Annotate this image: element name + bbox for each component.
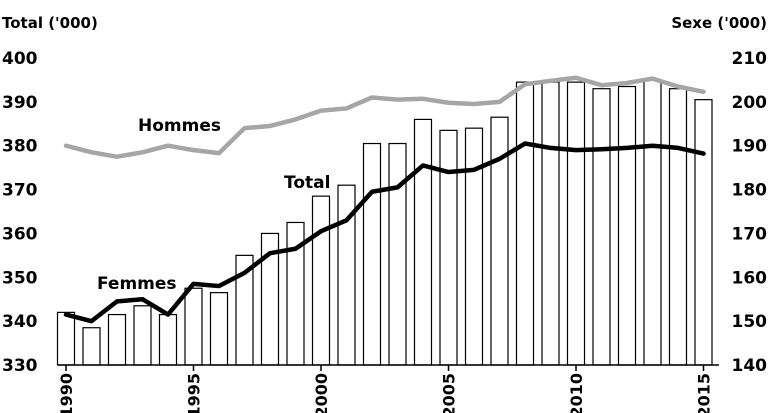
right-tick-label: 160: [732, 268, 768, 288]
left-tick-label: 380: [2, 137, 38, 157]
bar: [566, 81, 586, 366]
bar: [82, 327, 101, 366]
series-line-hommes: [63, 75, 706, 159]
bar: [56, 311, 76, 366]
bar: [362, 142, 382, 366]
x-tick-labels: 1990 1995 2000 2005 2010 2015: [57, 365, 714, 413]
bar: [184, 287, 203, 366]
series-label-femmes: Femmes: [97, 274, 177, 294]
bar: [388, 142, 407, 366]
left-tick-label: 330: [2, 356, 38, 376]
bar: [209, 292, 229, 366]
left-tick-label: 360: [2, 224, 38, 244]
right-tick-label: 190: [732, 137, 768, 157]
bar: [643, 79, 662, 366]
series-line-total: [63, 141, 706, 324]
bar: [541, 81, 560, 366]
x-tick-label: 1995: [185, 373, 204, 413]
right-tick-label: 150: [732, 312, 768, 332]
right-tick-labels: 140 150 160 170 180 190 200 210: [732, 49, 768, 376]
bar: [617, 85, 637, 366]
right-tick-label: 180: [732, 181, 768, 201]
right-tick-label: 200: [732, 93, 768, 113]
x-tick-label: 1990: [57, 373, 76, 413]
x-tick-label: 2015: [695, 373, 714, 413]
bar: [439, 129, 458, 366]
x-tick-label: 2005: [440, 373, 459, 413]
left-tick-labels: 330 340 350 360 370 380 390 400: [2, 49, 38, 376]
bar: [158, 313, 178, 366]
right-axis-title: Sexe ('000): [671, 14, 767, 32]
x-tick-label: 2010: [567, 373, 586, 413]
bar: [464, 127, 484, 366]
bar: [133, 305, 152, 366]
left-tick-label: 370: [2, 181, 38, 201]
series-label-hommes: Hommes: [138, 116, 221, 136]
bar: [413, 118, 433, 366]
bar: [311, 195, 331, 366]
bar: [107, 313, 127, 366]
bar: [668, 88, 688, 366]
left-tick-label: 390: [2, 93, 38, 113]
right-tick-label: 210: [732, 49, 768, 69]
right-tick-label: 140: [732, 356, 768, 376]
left-tick-label: 400: [2, 49, 38, 69]
x-tick-label: 2000: [312, 373, 331, 413]
left-axis-title: Total ('000): [2, 14, 98, 32]
bar: [592, 88, 611, 366]
left-tick-label: 340: [2, 312, 38, 332]
left-tick-label: 350: [2, 268, 38, 288]
bar: [515, 81, 535, 366]
bar: [694, 99, 713, 366]
series-label-total: Total: [284, 173, 330, 193]
lines-group: [63, 75, 706, 324]
right-tick-label: 170: [732, 224, 768, 244]
